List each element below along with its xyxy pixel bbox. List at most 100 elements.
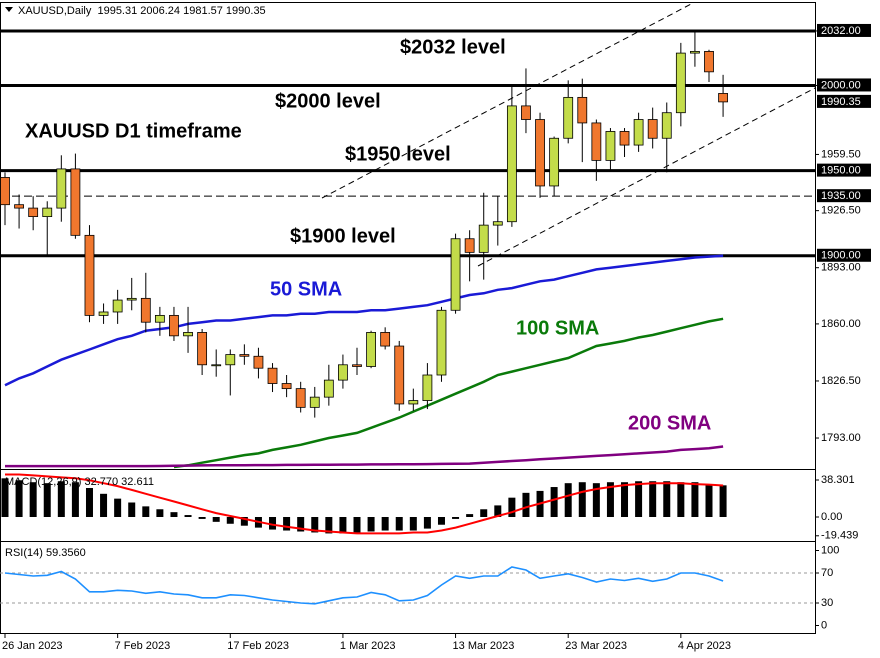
level-label: 1900.00 <box>821 250 861 262</box>
macd-bar <box>719 485 727 517</box>
macd-bar <box>522 492 530 517</box>
annotation: $1950 level <box>345 143 451 165</box>
sma-line <box>4 254 724 387</box>
candle-body <box>352 364 362 367</box>
candle-body <box>281 383 292 390</box>
x-tick-label: 23 Mar 2023 <box>565 640 627 652</box>
level-label-box <box>817 189 871 203</box>
macd-bar <box>283 517 291 531</box>
menu-arrow <box>5 7 13 12</box>
y-tick-label: 1926.50 <box>821 205 861 217</box>
x-tick-label: 13 Mar 2023 <box>453 640 515 652</box>
signal-line <box>5 473 724 535</box>
level-label: 2000.00 <box>821 79 861 91</box>
macd-bar <box>452 517 460 519</box>
x-tick-label: 26 Jan 2023 <box>2 640 63 652</box>
candle-body <box>521 105 531 120</box>
macd-bar <box>635 481 643 517</box>
level-label: 1950.00 <box>821 165 861 177</box>
candle-body <box>380 332 391 347</box>
macd-bar <box>156 509 164 517</box>
y-tick-label: 1793.00 <box>821 432 861 444</box>
macd-bar <box>437 517 445 525</box>
series-label: 50 SMA <box>270 278 342 300</box>
candle-body <box>154 314 165 323</box>
candle-body <box>197 332 208 366</box>
annotation: $2032 level <box>400 36 506 58</box>
macd-bar <box>606 482 614 517</box>
chart-title: XAUUSD,Daily 1995.31 2006.24 1981.57 199… <box>18 5 266 17</box>
candle-body <box>225 354 236 366</box>
level-label-box <box>817 78 871 92</box>
candle-body <box>591 122 602 161</box>
candle-body <box>647 119 658 139</box>
channel-line <box>477 87 816 267</box>
candle-body <box>42 207 53 218</box>
macd-bar <box>15 480 23 517</box>
rsi-line <box>4 566 724 605</box>
y-tick-label: 1959.50 <box>821 148 861 160</box>
macd-bar <box>550 487 558 517</box>
macd-bar <box>57 481 65 517</box>
macd-bar <box>43 483 51 517</box>
annotation: $1900 level <box>290 225 396 247</box>
macd-bar <box>226 517 234 524</box>
pane-title: MACD(12,26,9) 32.770 32.611 <box>5 476 154 488</box>
candle-body <box>690 50 700 54</box>
macd-bar <box>395 517 403 531</box>
macd-bar <box>466 514 474 517</box>
candle-body <box>675 52 686 114</box>
candle-body <box>28 207 39 218</box>
candle-body <box>535 119 545 187</box>
series-label: 100 SMA <box>516 317 599 339</box>
candle-body <box>408 400 419 405</box>
candle-body <box>450 238 461 311</box>
y-tick-label: -19.439 <box>821 530 858 542</box>
candle-body <box>422 374 433 401</box>
pane-title: RSI(14) 59.3560 <box>5 547 86 559</box>
candle-body <box>633 119 644 146</box>
x-tick-label: 17 Feb 2023 <box>227 640 289 652</box>
macd-bar <box>663 481 671 517</box>
channel <box>321 2 816 267</box>
sma-line <box>5 445 724 468</box>
candle-body <box>506 105 517 223</box>
candle-body <box>718 93 728 103</box>
price-label: 1990.35 <box>821 96 861 108</box>
price-label-box <box>817 94 871 108</box>
candle-body <box>98 311 109 316</box>
y-tick-label: 1893.00 <box>821 262 861 274</box>
macd-bar <box>198 517 206 519</box>
candle-body <box>492 221 503 226</box>
plot-frame <box>0 2 816 634</box>
level-label-box <box>817 248 871 262</box>
y-tick-label: 30 <box>821 597 833 609</box>
macd-bar <box>578 482 586 517</box>
y-tick-label: 0.00 <box>821 511 842 523</box>
macd-bar <box>409 517 417 531</box>
candle-body <box>253 355 264 369</box>
macd-bar <box>353 517 361 533</box>
level-label-box <box>817 163 871 177</box>
macd-bar <box>677 482 685 517</box>
macd-bar <box>29 482 37 517</box>
macd-bar <box>508 497 516 517</box>
candle-body <box>295 388 306 408</box>
y-tick-label: 70 <box>821 567 833 579</box>
macd-bar <box>339 517 347 534</box>
candle-body <box>464 238 475 253</box>
level-label: 1935.00 <box>821 190 861 202</box>
candle-body <box>605 131 616 161</box>
frame <box>0 2 816 634</box>
y-tick-label: 1826.50 <box>821 375 861 387</box>
candle-body <box>56 168 67 209</box>
annotation: XAUUSD D1 timeframe <box>25 120 242 142</box>
macd-bar <box>71 482 79 517</box>
macd-bar <box>114 498 122 517</box>
candle-body <box>577 96 588 124</box>
macd-bar <box>423 517 431 529</box>
macd-bar <box>325 517 333 534</box>
candle-body <box>366 332 376 367</box>
macd-bar <box>212 517 220 522</box>
